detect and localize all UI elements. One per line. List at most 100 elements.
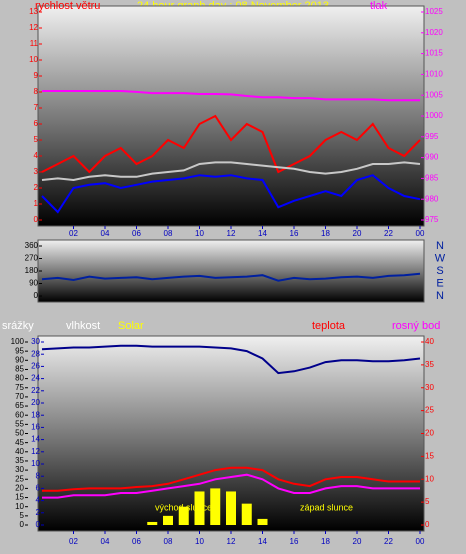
y-tick-label: 985: [425, 174, 439, 183]
y-tick-label: 18: [31, 410, 40, 419]
x-tick-label: 00: [416, 537, 425, 546]
y-tick-label: 26: [31, 362, 40, 371]
x-tick-label: 16: [290, 537, 299, 546]
x-tick-label: 22: [384, 537, 393, 546]
y-tick-label: 0: [425, 520, 430, 529]
x-tick-label: 04: [101, 537, 110, 546]
y-tick-label: 95: [15, 346, 24, 355]
x-tick-label: 20: [353, 229, 362, 238]
annotation: západ slunce: [300, 502, 353, 512]
y-tick-label: 0: [20, 520, 25, 529]
y-tick-label: 3: [34, 167, 39, 176]
y-tick-label: 2: [36, 508, 41, 517]
legend-label: Solar: [118, 320, 144, 332]
y-tick-label: 15: [15, 493, 24, 502]
y-tick-label: 995: [425, 132, 439, 141]
compass-label: S: [436, 265, 443, 277]
bar: [257, 518, 268, 525]
y-tick-label: 1000: [425, 111, 443, 120]
y-tick-label: 10: [15, 502, 24, 511]
series-line: [41, 272, 421, 282]
y-tick-label: 25: [425, 406, 434, 415]
y-tick-label: 13: [29, 7, 38, 16]
x-tick-label: 10: [195, 229, 204, 238]
y-tick-label: 85: [15, 365, 24, 374]
bar: [194, 491, 205, 525]
series-line: [41, 174, 421, 214]
y-tick-label: 60: [15, 410, 24, 419]
y-tick-label: 4: [36, 496, 41, 505]
y-tick-label: 5: [425, 497, 430, 506]
compass-label: N: [436, 240, 444, 252]
y-tick-label: 50: [15, 429, 24, 438]
x-tick-label: 22: [384, 229, 393, 238]
y-tick-label: 10: [31, 459, 40, 468]
y-tick-label: 24: [31, 374, 40, 383]
y-tick-label: 75: [15, 383, 24, 392]
y-tick-label: 22: [31, 386, 40, 395]
x-tick-label: 02: [69, 229, 78, 238]
legend-label: rychlost větru: [35, 0, 100, 12]
y-tick-label: 1015: [425, 49, 443, 58]
y-tick-label: 15: [425, 451, 434, 460]
y-tick-label: 10: [425, 474, 434, 483]
y-tick-label: 980: [425, 194, 439, 203]
y-tick-label: 1010: [425, 70, 443, 79]
y-tick-label: 35: [15, 456, 24, 465]
x-tick-label: 00: [416, 229, 425, 238]
y-tick-label: 1005: [425, 90, 443, 99]
series-line: [42, 466, 420, 492]
y-tick-label: 6: [34, 119, 39, 128]
y-tick-label: 55: [15, 419, 24, 428]
x-tick-label: 02: [69, 537, 78, 546]
y-tick-label: 90: [29, 279, 38, 288]
x-tick-label: 14: [258, 537, 267, 546]
bar: [226, 491, 236, 525]
y-tick-label: 8: [34, 87, 39, 96]
series-line: [41, 344, 421, 375]
x-tick-label: 08: [164, 229, 173, 238]
y-tick-label: 30: [31, 337, 40, 346]
y-tick-label: 30: [15, 465, 24, 474]
compass-label: N: [436, 290, 444, 302]
y-tick-label: 70: [15, 392, 24, 401]
x-tick-label: 12: [227, 229, 236, 238]
compass-label: E: [436, 277, 443, 289]
x-tick-label: 08: [164, 537, 173, 546]
y-tick-label: 975: [425, 215, 439, 224]
y-tick-label: 270: [25, 254, 39, 263]
x-tick-label: 04: [101, 229, 110, 238]
y-tick-label: 20: [31, 398, 40, 407]
y-tick-label: 80: [15, 374, 24, 383]
y-tick-label: 4: [34, 151, 39, 160]
y-tick-label: 360: [25, 241, 39, 250]
plot-area: [37, 239, 425, 303]
y-tick-label: 90: [15, 355, 24, 364]
x-tick-label: 14: [258, 229, 267, 238]
y-tick-label: 12: [31, 447, 40, 456]
x-tick-label: 16: [290, 229, 299, 238]
y-tick-label: 0: [36, 520, 41, 529]
legend-label: vlhkost: [66, 320, 100, 332]
x-tick-label: 18: [321, 537, 330, 546]
y-tick-label: 0: [34, 215, 39, 224]
x-tick-label: 20: [353, 537, 362, 546]
y-tick-label: 65: [15, 401, 24, 410]
y-tick-label: 12: [29, 23, 38, 32]
y-tick-label: 45: [15, 438, 24, 447]
y-tick-label: 40: [15, 447, 24, 456]
legend-label: teplota: [312, 320, 346, 332]
y-tick-label: 40: [425, 337, 434, 346]
y-tick-label: 14: [31, 435, 40, 444]
x-tick-label: 10: [195, 537, 204, 546]
series-line: [41, 114, 421, 174]
series-line: [42, 90, 420, 102]
y-tick-label: 28: [31, 349, 40, 358]
y-tick-label: 25: [15, 474, 24, 483]
y-tick-label: 180: [25, 266, 39, 275]
y-tick-label: 11: [30, 39, 39, 48]
y-tick-label: 1020: [425, 28, 443, 37]
compass-label: W: [435, 252, 446, 264]
bar: [163, 515, 173, 525]
